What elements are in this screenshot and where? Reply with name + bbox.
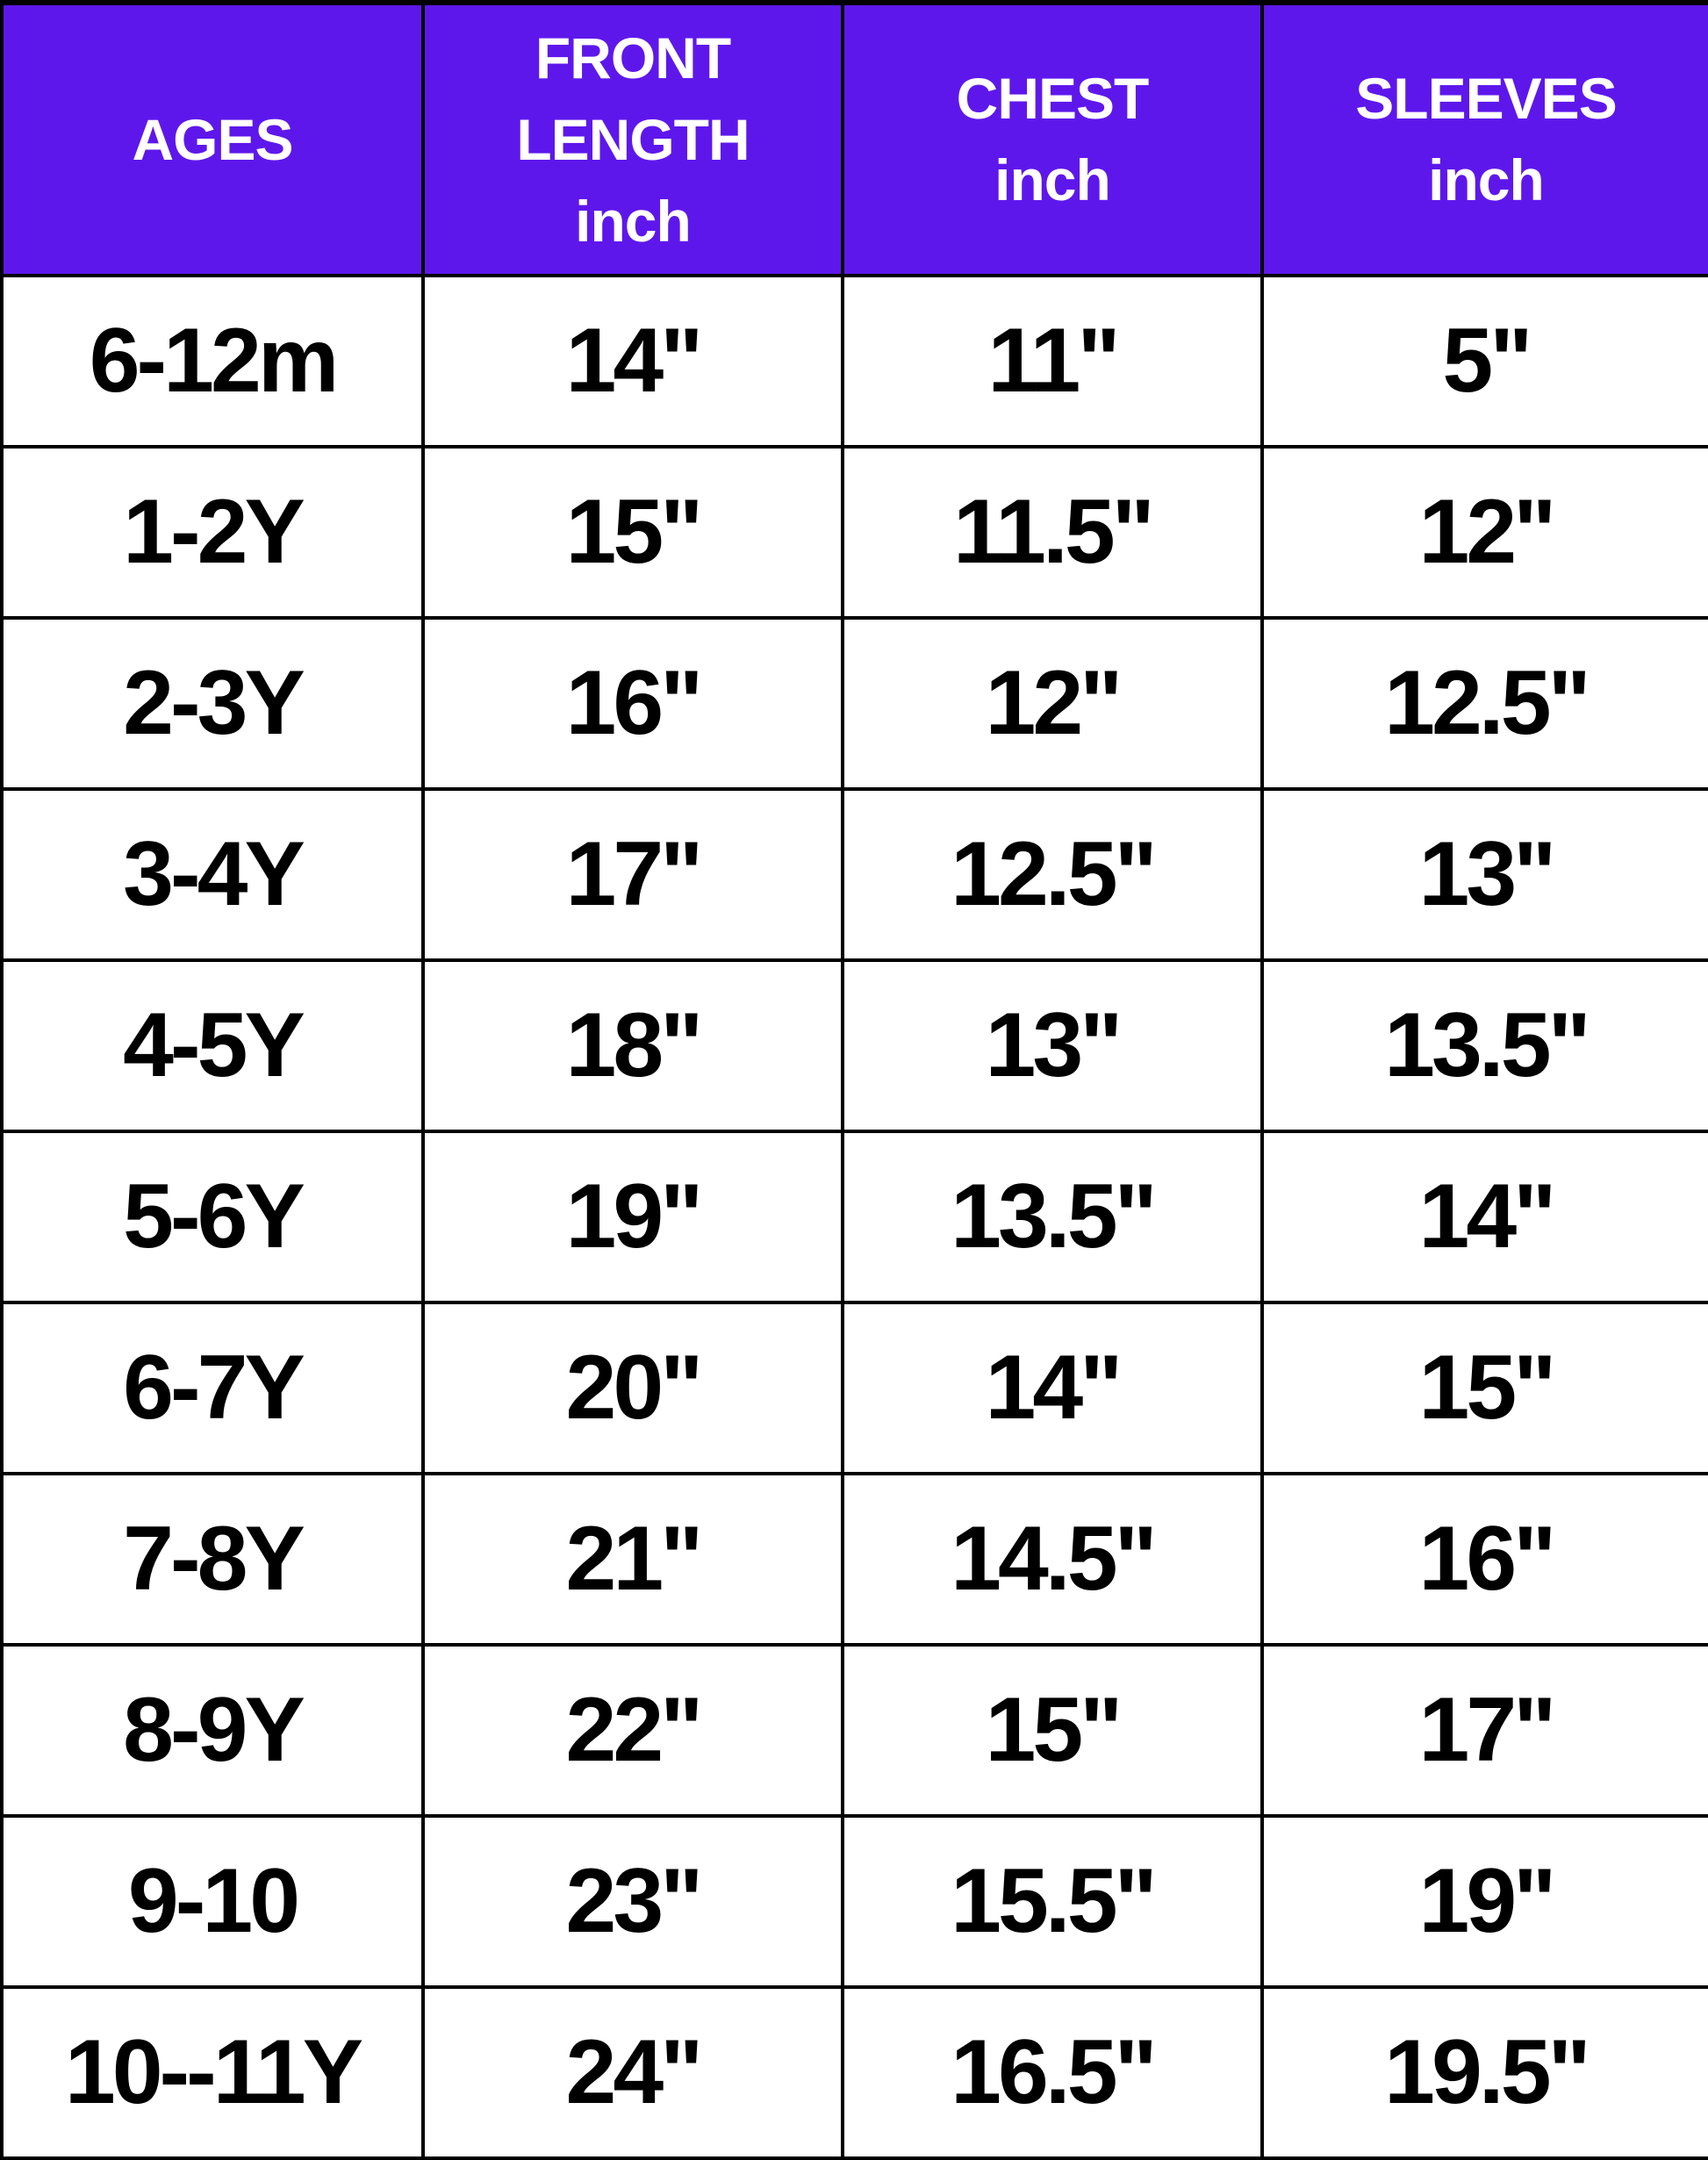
table-row: 5-6Y 19" 13.5" 14"	[0, 1130, 1708, 1304]
cell-ages: 3-4Y	[0, 787, 425, 962]
header-sleeves: SLEEVES inch	[1260, 1, 1708, 277]
cell-front-length: 16"	[421, 616, 844, 791]
cell-sleeves: 15"	[1260, 1301, 1708, 1475]
cell-ages: 5-6Y	[0, 1130, 425, 1304]
cell-ages: 7-8Y	[0, 1472, 425, 1647]
cell-sleeves: 17"	[1260, 1643, 1708, 1818]
cell-sleeves: 19"	[1260, 1814, 1708, 1989]
table-row: 3-4Y 17" 12.5" 13"	[0, 787, 1708, 962]
cell-front-length: 22"	[421, 1643, 844, 1818]
cell-chest: 13.5"	[841, 1130, 1264, 1304]
table-row: 1-2Y 15" 11.5" 12"	[0, 445, 1708, 620]
cell-ages: 4-5Y	[0, 958, 425, 1133]
cell-front-length: 23"	[421, 1814, 844, 1989]
cell-front-length: 17"	[421, 787, 844, 962]
table-row: 10--11Y 24" 16.5" 19.5"	[0, 1985, 1708, 2160]
table-row: 6-7Y 20" 14" 15"	[0, 1301, 1708, 1475]
cell-ages: 6-7Y	[0, 1301, 425, 1475]
cell-chest: 15.5"	[841, 1814, 1264, 1989]
table-row: 4-5Y 18" 13" 13.5"	[0, 958, 1708, 1133]
header-label: inch	[1428, 147, 1545, 212]
cell-front-length: 24"	[421, 1985, 844, 2160]
table-row: 8-9Y 22" 15" 17"	[0, 1643, 1708, 1818]
header-label: inch	[994, 147, 1111, 212]
cell-sleeves: 13"	[1260, 787, 1708, 962]
cell-sleeves: 12"	[1260, 445, 1708, 620]
cell-chest: 16.5"	[841, 1985, 1264, 2160]
table-row: 9-10 23" 15.5" 19"	[0, 1814, 1708, 1989]
cell-sleeves: 12.5"	[1260, 616, 1708, 791]
header-label: FRONT	[535, 25, 731, 90]
cell-chest: 11"	[841, 274, 1264, 449]
cell-front-length: 20"	[421, 1301, 844, 1475]
table-body: 6-12m 14" 11" 5" 1-2Y 15" 11.5" 12" 2-3Y 16" 12" 12…	[0, 274, 1708, 2160]
cell-ages: 10--11Y	[0, 1985, 425, 2160]
cell-front-length: 21"	[421, 1472, 844, 1647]
cell-sleeves: 16"	[1260, 1472, 1708, 1647]
cell-ages: 8-9Y	[0, 1643, 425, 1818]
header-chest: CHEST inch	[841, 1, 1264, 277]
cell-front-length: 14"	[421, 274, 844, 449]
table-row: 7-8Y 21" 14.5" 16"	[0, 1472, 1708, 1647]
cell-chest: 14.5"	[841, 1472, 1264, 1647]
cell-ages: 6-12m	[0, 274, 425, 449]
header-ages: AGES	[0, 1, 425, 277]
header-label: CHEST	[956, 66, 1150, 131]
header-label: SLEEVES	[1355, 66, 1617, 131]
cell-front-length: 15"	[421, 445, 844, 620]
cell-chest: 12.5"	[841, 787, 1264, 962]
header-row: AGES FRONT LENGTH inch CHEST inch SLEEVES inch	[0, 1, 1708, 277]
cell-ages: 9-10	[0, 1814, 425, 1989]
cell-sleeves: 13.5"	[1260, 958, 1708, 1133]
header-front-length: FRONT LENGTH inch	[421, 1, 844, 277]
cell-sleeves: 14"	[1260, 1130, 1708, 1304]
cell-sleeves: 5"	[1260, 274, 1708, 449]
cell-sleeves: 19.5"	[1260, 1985, 1708, 2160]
header-label: inch	[575, 188, 692, 254]
cell-ages: 1-2Y	[0, 445, 425, 620]
cell-front-length: 18"	[421, 958, 844, 1133]
cell-front-length: 19"	[421, 1130, 844, 1304]
cell-ages: 2-3Y	[0, 616, 425, 791]
table-row: 2-3Y 16" 12" 12.5"	[0, 616, 1708, 791]
cell-chest: 14"	[841, 1301, 1264, 1475]
cell-chest: 12"	[841, 616, 1264, 791]
cell-chest: 11.5"	[841, 445, 1264, 620]
header-label: LENGTH	[516, 106, 750, 172]
cell-chest: 15"	[841, 1643, 1264, 1818]
header-label: AGES	[132, 106, 293, 172]
cell-chest: 13"	[841, 958, 1264, 1133]
table-row: 6-12m 14" 11" 5"	[0, 274, 1708, 449]
